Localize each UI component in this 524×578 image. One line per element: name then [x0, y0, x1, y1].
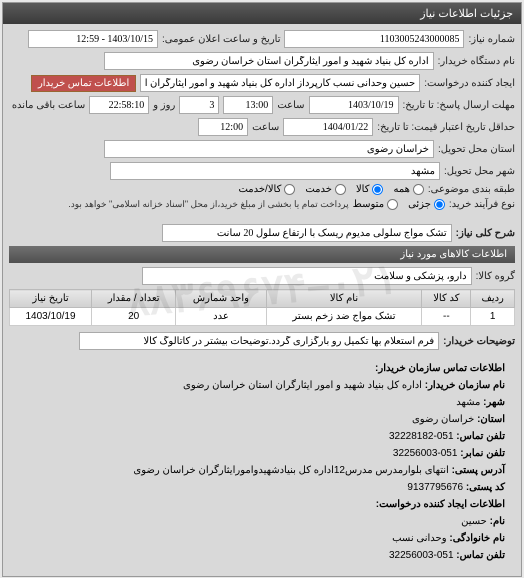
- goods-section-title: اطلاعات کالاهای مورد نیاز: [9, 246, 515, 263]
- requester-input[interactable]: [140, 74, 420, 92]
- remaining-label: ساعت باقی مانده: [12, 100, 85, 111]
- table-header-row: ردیف کد کالا نام کالا واحد شمارش تعداد /…: [10, 290, 515, 308]
- contact-info-button[interactable]: اطلاعات تماس خریدار: [31, 75, 136, 92]
- radio-all[interactable]: همه: [393, 184, 423, 195]
- col-row: ردیف: [471, 290, 515, 308]
- city-input[interactable]: [110, 162, 440, 180]
- family-value: وحدانی نسب: [392, 533, 446, 544]
- org-value: اداره کل بنیاد شهید و امور ایثارگران است…: [183, 380, 422, 391]
- response-deadline-label: مهلت ارسال پاسخ: تا تاریخ:: [403, 100, 515, 111]
- postal-value: 9137795676: [407, 482, 463, 493]
- remaining-time-input[interactable]: [89, 96, 149, 114]
- validity-date-input[interactable]: [283, 118, 373, 136]
- cell-row: 1: [471, 308, 515, 326]
- contact-city-value: مشهد: [456, 397, 480, 408]
- org-label: نام سازمان خریدار:: [425, 380, 505, 391]
- col-unit: واحد شمارش: [176, 290, 266, 308]
- radio-service[interactable]: خدمت: [305, 184, 346, 195]
- class-radio-group: همه کالا خدمت کالا/خدمت: [238, 184, 423, 195]
- validity-label: حداقل تاریخ اعتبار قیمت: تا تاریخ:: [377, 122, 515, 133]
- req-phone-label: تلفن تماس:: [456, 550, 505, 561]
- cell-unit: عدد: [176, 308, 266, 326]
- panel-title: جزئیات اطلاعات نیاز: [3, 3, 521, 24]
- radio-goods[interactable]: کالا: [356, 184, 384, 195]
- contact-city-label: شهر:: [483, 397, 505, 408]
- province-label: استان محل تحویل:: [438, 144, 515, 155]
- response-date-input[interactable]: [309, 96, 399, 114]
- addr-label: آدرس پستی:: [452, 465, 505, 476]
- addr-value: انتهای بلوارمدرس مدرس12اداره کل بنیادشهی…: [133, 465, 448, 476]
- cell-date: 1403/10/19: [10, 308, 92, 326]
- purchase-note: پرداخت تمام یا بخشی از مبلغ خرید،از محل …: [68, 199, 348, 210]
- purchase-type-label: نوع فرآیند خرید:: [449, 199, 515, 210]
- name-label: نام:: [490, 516, 505, 527]
- city-label: شهر محل تحویل:: [444, 166, 515, 177]
- req-number-label: شماره نیاز:: [468, 34, 515, 45]
- buyer-org-label: نام دستگاه خریدار:: [438, 56, 515, 67]
- phone-value: 051-32228182: [389, 431, 454, 442]
- req-number-input[interactable]: [284, 30, 464, 48]
- col-code: کد کالا: [422, 290, 471, 308]
- group-label: گروه کالا:: [476, 271, 515, 282]
- contact-province-label: استان:: [477, 414, 505, 425]
- announce-label: تاریخ و ساعت اعلان عمومی:: [162, 34, 281, 45]
- purchase-radio-group: جزئی متوسط: [353, 199, 445, 210]
- radio-goods-service[interactable]: کالا/خدمت: [238, 184, 295, 195]
- requester-label: ایجاد کننده درخواست:: [424, 78, 515, 89]
- fax-value: 051-32256003: [393, 448, 458, 459]
- cell-name: تشک مواج ضد زخم بستر: [266, 308, 422, 326]
- buyer-org-input[interactable]: [104, 52, 434, 70]
- province-input[interactable]: [104, 140, 434, 158]
- panel-body: شماره نیاز: تاریخ و ساعت اعلان عمومی: نا…: [3, 24, 521, 576]
- postal-label: کد پستی:: [466, 482, 505, 493]
- validity-time-input[interactable]: [198, 118, 248, 136]
- days-input[interactable]: [179, 96, 219, 114]
- col-name: نام کالا: [266, 290, 422, 308]
- class-label: طبقه بندی موضوعی:: [428, 184, 515, 195]
- name-value: حسین: [461, 516, 487, 527]
- family-label: نام خانوادگی:: [449, 533, 505, 544]
- fax-label: تلفن نمابر:: [460, 448, 505, 459]
- cell-qty: 20: [92, 308, 176, 326]
- response-time-input[interactable]: [223, 96, 273, 114]
- response-time-label: ساعت: [277, 100, 304, 111]
- contact-section-title: اطلاعات تماس سازمان خریدار:: [375, 363, 505, 374]
- buyer-notes-input[interactable]: [79, 332, 439, 350]
- table-row[interactable]: 1 -- تشک مواج ضد زخم بستر عدد 20 1403/10…: [10, 308, 515, 326]
- general-desc-label: شرح کلی نیاز:: [456, 228, 515, 239]
- req-phone-value: 051-32256003: [389, 550, 454, 561]
- radio-partial[interactable]: جزئی: [408, 199, 445, 210]
- main-panel: جزئیات اطلاعات نیاز شماره نیاز: تاریخ و …: [2, 2, 522, 577]
- group-input[interactable]: [142, 267, 472, 285]
- goods-table: ردیف کد کالا نام کالا واحد شمارش تعداد /…: [9, 289, 515, 326]
- buyer-notes-label: توضیحات خریدار:: [443, 336, 515, 347]
- col-qty: تعداد / مقدار: [92, 290, 176, 308]
- phone-label: تلفن تماس:: [456, 431, 505, 442]
- contact-province-value: خراسان رضوی: [412, 414, 474, 425]
- general-desc-input[interactable]: [162, 224, 452, 242]
- announce-input[interactable]: [28, 30, 158, 48]
- requester-section-title: اطلاعات ایجاد کننده درخواست:: [376, 499, 505, 510]
- contact-section: اطلاعات تماس سازمان خریدار: نام سازمان خ…: [9, 354, 515, 570]
- col-date: تاریخ نیاز: [10, 290, 92, 308]
- cell-code: --: [422, 308, 471, 326]
- radio-medium[interactable]: متوسط: [353, 199, 398, 210]
- days-label: روز و: [153, 100, 175, 111]
- validity-time-label: ساعت: [252, 122, 279, 133]
